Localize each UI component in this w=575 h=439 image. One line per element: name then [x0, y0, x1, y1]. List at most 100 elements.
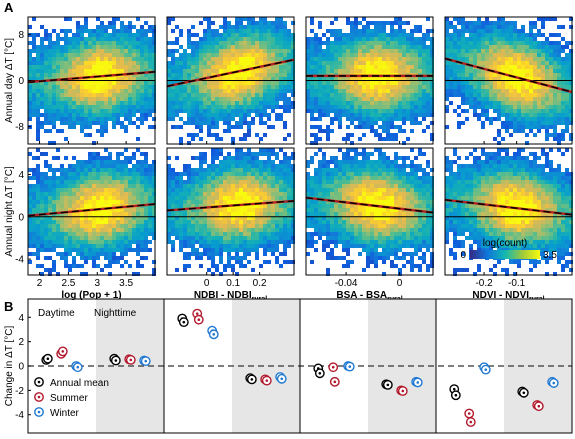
density-cell	[461, 37, 465, 41]
density-cell	[88, 109, 92, 113]
density-cell	[84, 113, 88, 117]
density-cell	[422, 113, 426, 117]
density-cell	[279, 236, 283, 240]
density-cell	[84, 109, 88, 113]
density-cell	[263, 248, 267, 252]
density-cell	[68, 121, 72, 125]
density-cell	[314, 152, 318, 156]
density-cell	[306, 204, 310, 208]
density-cell	[227, 21, 231, 25]
density-cell	[235, 33, 239, 37]
density-cell	[68, 232, 72, 236]
density-cell	[207, 168, 211, 172]
density-cell	[239, 260, 243, 264]
density-cell	[525, 109, 529, 113]
density-cell	[247, 220, 251, 224]
density-cell	[223, 232, 227, 236]
density-cell	[354, 125, 358, 129]
density-cell	[100, 160, 104, 164]
density-cell	[231, 113, 235, 117]
density-cell	[100, 176, 104, 180]
density-cell	[92, 117, 96, 121]
density-cell	[227, 117, 231, 121]
density-cell	[112, 81, 116, 85]
density-cell	[40, 85, 44, 89]
density-cell	[219, 65, 223, 69]
density-cell	[263, 204, 267, 208]
density-cell	[48, 73, 52, 77]
density-cell	[414, 105, 418, 109]
density-cell	[529, 101, 533, 105]
density-cell	[259, 61, 263, 65]
density-cell	[112, 224, 116, 228]
density-cell	[60, 69, 64, 73]
density-cell	[489, 93, 493, 97]
density-cell	[275, 53, 279, 57]
density-cell	[283, 240, 287, 244]
density-cell	[48, 224, 52, 228]
density-cell	[378, 69, 382, 73]
density-cell	[215, 172, 219, 176]
density-cell	[426, 93, 430, 97]
density-cell	[227, 121, 231, 125]
density-cell	[275, 93, 279, 97]
density-cell	[116, 184, 120, 188]
density-cell	[255, 45, 259, 49]
density-cell	[48, 53, 52, 57]
density-cell	[414, 121, 418, 125]
density-cell	[68, 29, 72, 33]
density-cell	[80, 97, 84, 101]
density-cell	[28, 53, 32, 57]
density-cell	[263, 53, 267, 57]
density-cell	[112, 184, 116, 188]
density-cell	[382, 117, 386, 121]
density-cell	[231, 200, 235, 204]
density-cell	[259, 21, 263, 25]
density-cell	[191, 109, 195, 113]
density-cell	[195, 192, 199, 196]
density-cell	[136, 85, 140, 89]
density-cell	[231, 125, 235, 129]
density-cell	[223, 21, 227, 25]
density-cell	[100, 109, 104, 113]
density-cell	[275, 45, 279, 49]
density-cell	[207, 89, 211, 93]
density-cell	[465, 37, 469, 41]
density-cell	[183, 180, 187, 184]
density-cell	[203, 252, 207, 256]
density-cell	[203, 160, 207, 164]
density-cell	[28, 61, 32, 65]
density-cell	[219, 113, 223, 117]
density-cell	[306, 97, 310, 101]
density-cell	[489, 53, 493, 57]
density-cell	[255, 208, 259, 212]
density-cell	[64, 117, 68, 121]
density-cell	[219, 81, 223, 85]
density-cell	[362, 25, 366, 29]
density-cell	[334, 105, 338, 109]
density-cell	[215, 53, 219, 57]
density-cell	[140, 93, 144, 97]
density-cell	[227, 212, 231, 216]
density-cell	[171, 248, 175, 252]
density-cell	[211, 49, 215, 53]
density-cell	[64, 97, 68, 101]
density-cell	[195, 113, 199, 117]
density-cell	[195, 33, 199, 37]
density-cell	[473, 89, 477, 93]
density-cell	[40, 192, 44, 196]
density-cell	[128, 29, 132, 33]
density-cell	[493, 137, 497, 141]
x-tick-label: 3	[94, 278, 100, 289]
density-cell	[219, 85, 223, 89]
density-cell	[28, 89, 32, 93]
density-cell	[358, 49, 362, 53]
density-cell	[148, 45, 152, 49]
density-cell	[203, 61, 207, 65]
density-cell	[191, 192, 195, 196]
density-cell	[203, 121, 207, 125]
density-cell	[394, 117, 398, 121]
density-cell	[505, 81, 509, 85]
density-cell	[40, 105, 44, 109]
density-cell	[267, 204, 271, 208]
